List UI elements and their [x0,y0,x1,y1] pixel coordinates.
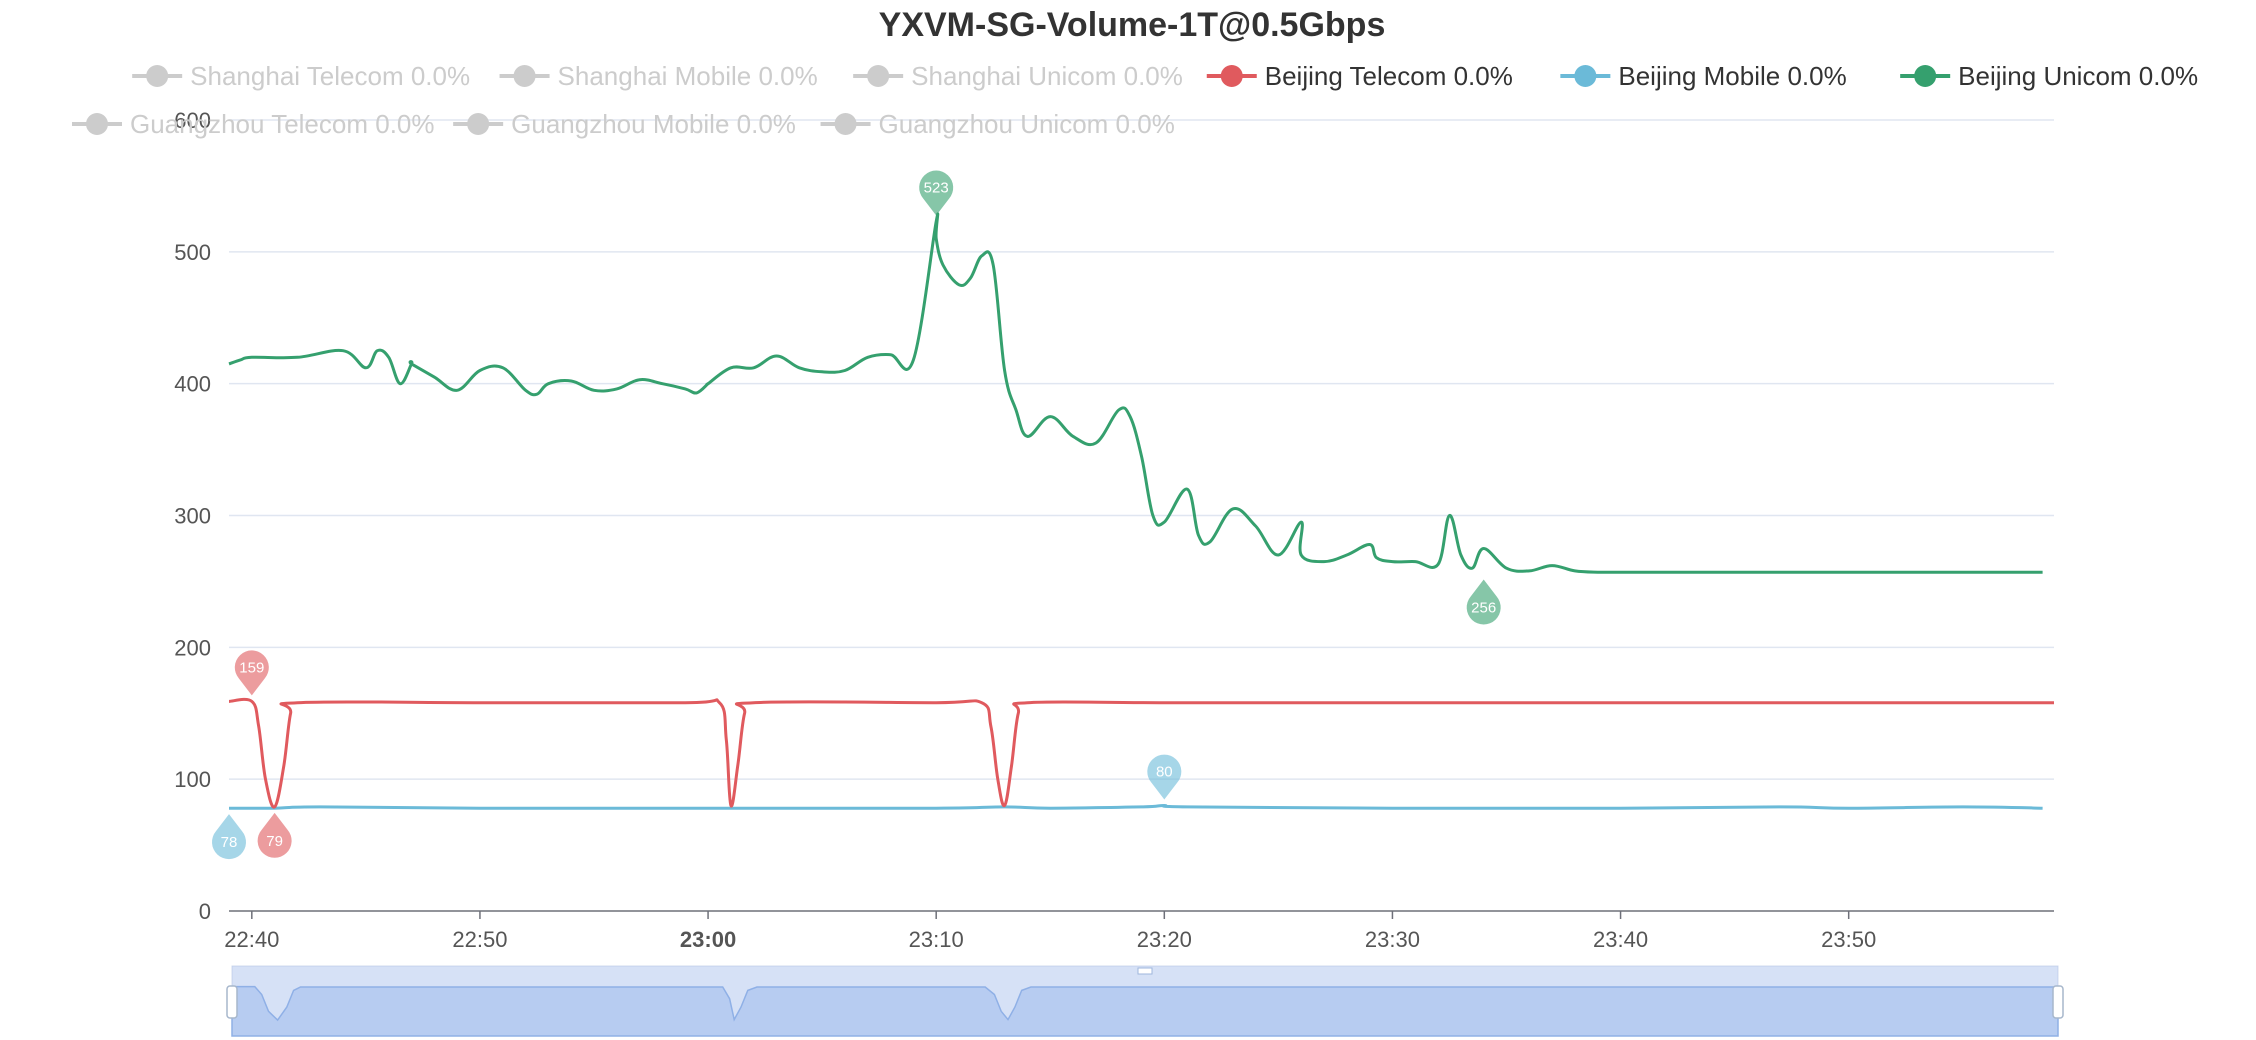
marker-label: 256 [1471,600,1496,617]
marker-pin [257,812,292,858]
y-tick-label: 100 [174,767,211,792]
legend-dot-icon [146,65,169,87]
legend-item[interactable]: Guangzhou Telecom 0.0% [72,109,435,139]
legend-label: Shanghai Unicom 0.0% [911,61,1183,91]
legend-item[interactable]: Shanghai Unicom 0.0% [853,61,1183,91]
marker-label: 79 [266,833,283,850]
legend-dot-icon [1220,65,1243,87]
legend-item[interactable]: Guangzhou Unicom 0.0% [820,109,1175,139]
legend-item[interactable]: Shanghai Telecom 0.0% [132,61,470,91]
zoom-right-handle[interactable] [2052,985,2064,1019]
y-tick-label: 400 [174,372,211,397]
zoom-move-handle[interactable] [1137,967,1153,975]
legend-label: Guangzhou Telecom 0.0% [130,109,435,139]
x-tick-label: 23:50 [1821,927,1876,952]
marker-label: 159 [239,659,264,676]
legend-item[interactable]: Shanghai Mobile 0.0% [499,61,818,91]
x-tick-label: 22:50 [452,927,507,952]
marker-pin [1466,579,1501,625]
axes: 0 100 200 300 400 500 600 22:40 22:50 23:00 23:10 2… [174,108,2054,952]
data-zoom-slider[interactable] [226,965,2064,1037]
x-tick-label: 23:30 [1365,927,1420,952]
series-line-beijing-telecom [228,697,2054,809]
legend-item[interactable]: Guangzhou Mobile 0.0% [453,109,796,139]
legend-dot-icon [467,113,490,135]
legend-label: Beijing Mobile 0.0% [1618,61,1846,91]
marker-pin [919,170,954,216]
markers: 523 256 159 79 80 78 [212,170,1501,860]
marker-max-159: 159 [234,650,269,696]
marker-min-79: 79 [257,812,292,858]
grid [229,119,2054,780]
series-line-beijing-mobile [228,804,2043,810]
chart-title: YXVM-SG-Volume-1T@0.5Gbps [879,6,1386,44]
marker-pin [234,650,269,696]
legend-dot-icon [1574,65,1597,87]
marker-max-523: 523 [919,170,954,216]
x-tick-label: 23:20 [1137,927,1192,952]
marker-min-256: 256 [1466,579,1501,625]
legend-label: Beijing Telecom 0.0% [1265,61,1513,91]
legend-item[interactable]: Beijing Telecom 0.0% [1206,61,1513,91]
marker-max-80: 80 [1147,754,1182,800]
zoom-left-handle[interactable] [226,985,238,1019]
legend-dot-icon [867,65,890,87]
marker-label: 78 [221,834,238,851]
legend-label: Shanghai Telecom 0.0% [190,61,470,91]
series-line-beijing-unicom [228,212,2043,574]
x-tick-label: 23:00 [680,927,736,952]
marker-label: 80 [1156,764,1173,781]
marker-pin [212,814,246,860]
marker-label: 523 [924,180,949,197]
y-tick-label: 0 [199,899,211,924]
legend-dot-icon [1914,65,1937,87]
zoom-selection [232,966,2058,1036]
marker-min-78: 78 [212,814,246,860]
x-tick-label: 23:10 [909,927,964,952]
legend[interactable]: Shanghai Telecom 0.0% Shanghai Mobile 0.0… [72,61,2198,139]
x-tick-label: 23:40 [1593,927,1648,952]
legend-dot-icon [86,113,108,135]
marker-pin [1147,754,1182,800]
legend-dot-icon [513,65,536,87]
y-tick-label: 500 [174,240,211,265]
y-tick-label: 600 [174,108,211,133]
legend-label: Guangzhou Unicom 0.0% [879,109,1175,139]
legend-dot-icon [834,113,857,135]
y-tick-label: 300 [174,504,211,529]
legend-item[interactable]: Beijing Mobile 0.0% [1560,61,1847,91]
legend-label: Shanghai Mobile 0.0% [558,61,818,91]
y-tick-label: 200 [174,635,211,660]
legend-label: Guangzhou Mobile 0.0% [511,109,796,139]
zoom-preview [231,985,2059,1037]
legend-item[interactable]: Beijing Unicom 0.0% [1900,61,2198,91]
series-lines [228,212,2054,810]
x-tick-label: 22:40 [224,927,279,952]
legend-label: Beijing Unicom 0.0% [1958,61,2198,91]
